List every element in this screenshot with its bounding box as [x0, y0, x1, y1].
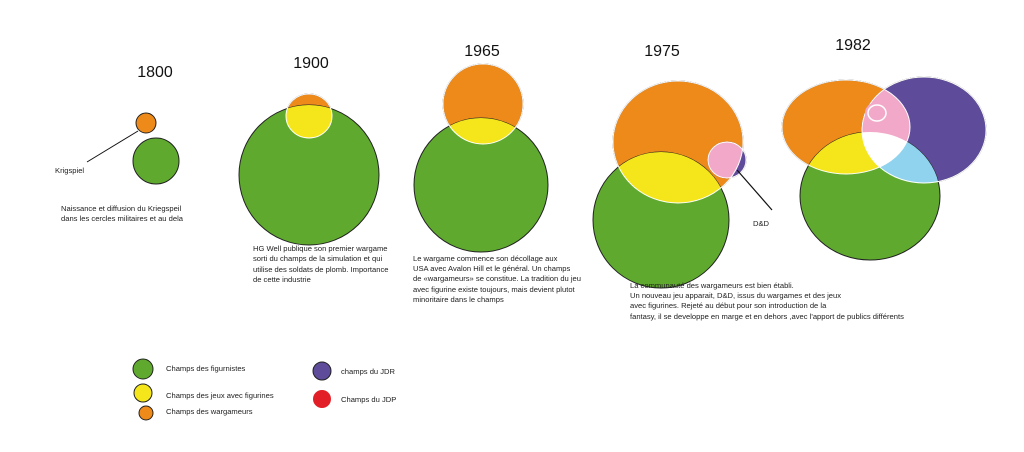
legend-label: champs du JDR — [341, 367, 396, 376]
era-year-1982: 1982 — [835, 37, 871, 54]
wargamers-outline — [285, 93, 333, 139]
era-caption-line: fantasy, il se developpe en marge et en … — [630, 312, 904, 321]
era-caption-line: avec figurines. Rejeté au début pour son… — [630, 301, 827, 310]
era-caption-line: USA avec Avalon Hill et le général. Un c… — [413, 264, 571, 273]
jdp-circle — [865, 102, 889, 124]
legend-swatch — [133, 383, 153, 403]
legend-swatch — [138, 405, 154, 421]
era-year-1900: 1900 — [293, 55, 329, 72]
era-caption-line: La communauté des wargameurs est bien ét… — [630, 281, 794, 290]
wargamers-outline — [442, 63, 524, 145]
era-caption-line: HG Well publique son premier wargame — [253, 244, 388, 253]
era-1982: 1982 — [781, 37, 987, 261]
jdp-circle-inner — [867, 104, 887, 122]
callout-line — [736, 169, 773, 211]
era-1800: 1800 Krigspiel Naissance et diffusion du… — [55, 64, 184, 223]
era-year-1975: 1975 — [644, 43, 680, 60]
callout-label-dnd: D&D — [753, 219, 770, 228]
callout-label-krigspiel: Krigspiel — [55, 166, 84, 175]
rpg-outline — [707, 141, 747, 179]
figurists-circle — [132, 137, 180, 185]
era-caption-line: de «wargameurs» se constitue. La traditi… — [413, 274, 581, 283]
rpg-figurist-overlap — [862, 132, 940, 183]
legend-label: Champs du JDP — [341, 395, 396, 404]
wargamers-circle — [135, 112, 157, 134]
era-year-1965: 1965 — [464, 43, 500, 60]
legend-swatch — [312, 361, 332, 381]
era-caption-line: Naissance et diffusion du Kriegspeil — [61, 204, 181, 213]
legend-label: Champs des figurnistes — [166, 364, 246, 373]
era-1965: 1965 Le wargame commence son décollage a… — [413, 43, 581, 304]
era-caption-line: avec figurine existe toujours, mais devi… — [413, 285, 576, 294]
era-caption-line: dans les cercles militaires et au dela — [61, 214, 184, 223]
era-1900: 1900 HG Well publique son premier wargam… — [238, 55, 389, 284]
era-year-1800: 1800 — [137, 64, 173, 81]
callout-line — [86, 130, 139, 163]
legend-swatch — [132, 358, 154, 380]
era-caption-line: utilise des soldats de plomb. Importance — [253, 265, 389, 274]
wargamers-outline — [781, 79, 911, 175]
era-caption-line: minoritaire dans le champs — [413, 295, 504, 304]
era-caption-line: sorti du champs de la simulation et qui — [253, 254, 382, 263]
legend: Champs des figurnistes Champs des jeux a… — [132, 358, 396, 421]
legend-label: Champs des jeux avec figurines — [166, 391, 274, 400]
era-caption-line: Un nouveau jeu apparait, D&D, issus du w… — [630, 291, 841, 300]
era-caption-line: de cette industrie — [253, 275, 311, 284]
legend-label: Champs des wargameurs — [166, 407, 253, 416]
legend-swatch — [313, 390, 331, 408]
wargamers-outline — [612, 80, 744, 204]
era-caption-line: Le wargame commence son décollage aux — [413, 254, 558, 263]
era-1975: 1975 D&D La communauté des wargameurs es… — [592, 43, 904, 321]
rpg-outline — [861, 76, 987, 184]
